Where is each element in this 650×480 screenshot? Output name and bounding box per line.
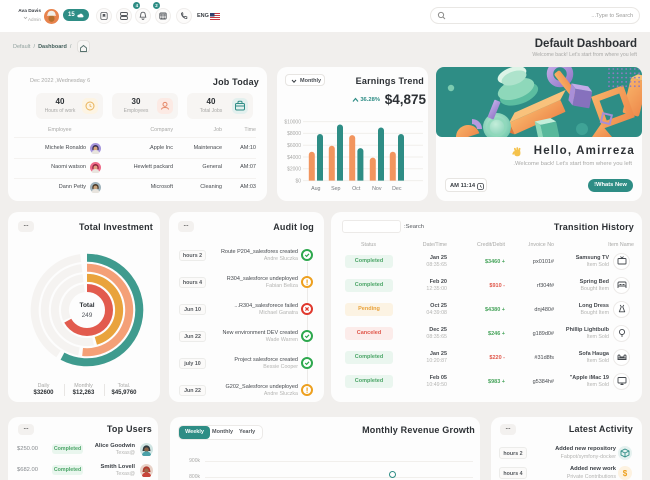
- svg-text:$8000: $8000: [287, 131, 301, 137]
- svg-text:Dec: Dec: [392, 186, 402, 192]
- svg-text:$4000: $4000: [287, 155, 301, 161]
- svg-text:$6000: $6000: [287, 143, 301, 149]
- svg-text:$: $: [623, 469, 628, 478]
- svg-text:Sep: Sep: [331, 186, 340, 192]
- svg-text:$10000: $10000: [284, 119, 301, 125]
- svg-text:Aug: Aug: [311, 186, 320, 192]
- svg-text:Nov: Nov: [372, 186, 382, 192]
- svg-text:Oct: Oct: [352, 186, 361, 192]
- svg-text:$0: $0: [295, 178, 301, 184]
- svg-text:$2000: $2000: [287, 167, 301, 173]
